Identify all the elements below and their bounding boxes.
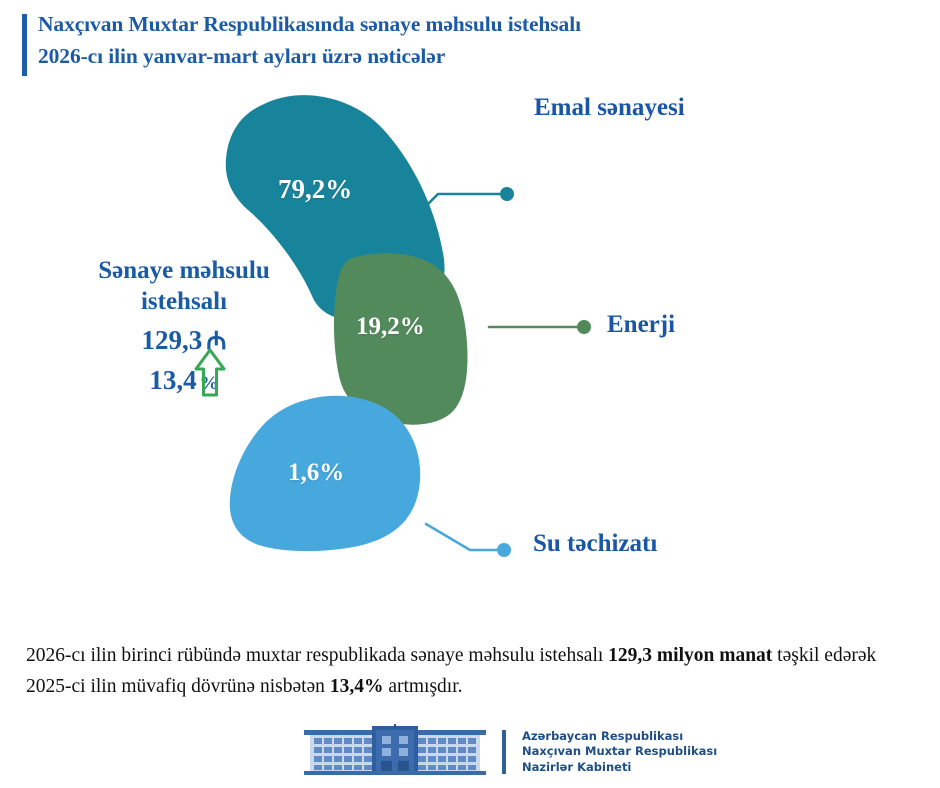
kpi-title-line-2: istehsalı	[140, 288, 228, 315]
kpi-change-row: 13,4%	[149, 348, 226, 401]
leader-dot-enerji	[577, 320, 591, 334]
page-title: Naxçıvan Muxtar Respublikasında sənaye m…	[38, 12, 581, 36]
footer-divider	[502, 730, 506, 774]
government-building-logo-icon	[302, 723, 488, 781]
footer-line-3: Nazirlər Kabineti	[522, 759, 632, 774]
pie-slice-value-su-techizati: 1,6%	[288, 459, 345, 486]
pie-label-su-techizati[interactable]: Su təchizatı	[533, 530, 658, 557]
summary-text-part-3: artmışdır.	[383, 676, 463, 697]
kpi-amount-row: 129,3 ₼	[56, 323, 312, 359]
pie-slice-enerji[interactable]	[333, 253, 468, 425]
leader-line-emal-sanayesi	[402, 192, 502, 230]
summary-text-part-2: təşkil edərək 2025-ci ilin müvafiq dövrü…	[26, 645, 877, 697]
pie-slice-su-techizati[interactable]	[229, 395, 421, 552]
manat-currency-icon: ₼	[206, 328, 227, 355]
page-subtitle: 2026-cı ilin yanvar-mart ayları üzrə nət…	[38, 44, 446, 68]
summary-text-part-1: 2026-cı ilin birinci rübündə muxtar resp…	[26, 645, 609, 666]
pie-chart-svg	[225, 95, 591, 557]
pie-slice-value-enerji: 19,2%	[356, 313, 425, 340]
header: Naxçıvan Muxtar Respublikasında sənaye m…	[22, 12, 782, 78]
pie-label-emal-sanayesi[interactable]: Emal sənayesi	[534, 94, 685, 121]
summary-highlight-percent: 13,4%	[329, 676, 384, 697]
footer: Azərbaycan Respublikası Naxçıvan Muxtar …	[302, 722, 717, 782]
leader-line-su-techizati	[424, 522, 499, 552]
summary-highlight-amount: 129,3 milyon manat	[608, 645, 773, 666]
kpi-title-line-1: Sənaye məhsulu	[98, 257, 270, 284]
arrow-up-icon	[193, 347, 227, 407]
summary-paragraph: 2026-cı ilin birinci rübündə muxtar resp…	[26, 640, 904, 702]
leader-dot-emal-sanayesi	[500, 187, 514, 201]
footer-line-2: Naxçıvan Muxtar Respublikası	[522, 744, 718, 759]
kpi-change-value: 13,4	[149, 365, 197, 395]
kpi-block: Sənaye məhsulu istehsalı 129,3 ₼ 13,4%	[56, 255, 312, 401]
footer-line-1: Azərbaycan Respublikası	[522, 728, 684, 743]
pie-chart: 79,2% 19,2% 1,6% Emal sənayesi Enerji Su…	[0, 80, 940, 600]
header-accent-bar	[22, 14, 27, 76]
leader-dot-su-techizati	[497, 543, 511, 557]
kpi-amount-value: 129,3	[141, 325, 203, 355]
pie-label-enerji[interactable]: Enerji	[607, 311, 676, 338]
pie-slice-value-emal-sanayesi: 79,2%	[278, 174, 353, 204]
footer-organization-text: Azərbaycan Respublikası Naxçıvan Muxtar …	[522, 729, 717, 776]
